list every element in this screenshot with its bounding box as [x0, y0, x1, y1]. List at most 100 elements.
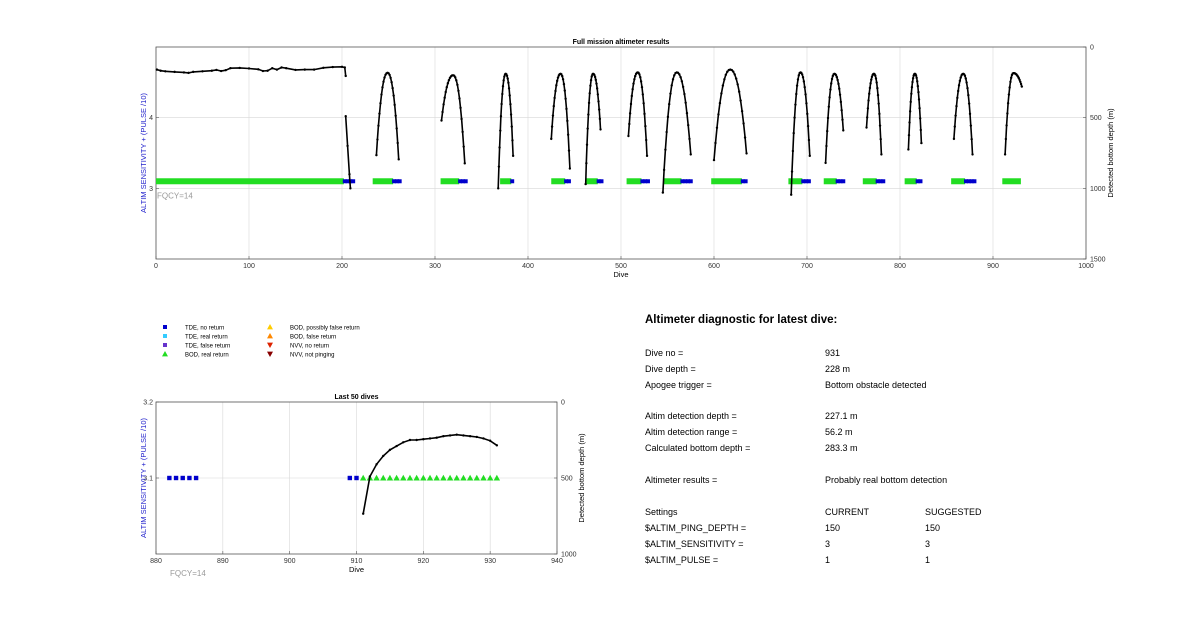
chart1-depth-point-dive [911, 76, 915, 80]
chart1-depth-point-dive [715, 126, 719, 129]
chart1-x-tick-label: 100 [243, 263, 255, 270]
chart1-depth-point-dive [388, 73, 391, 77]
chart1-depth-point-dive [669, 92, 672, 95]
chart1-x-tick-label: 300 [429, 263, 441, 270]
altim-detection-depth-label: Altim detection depth = [645, 411, 737, 421]
chart1-depth-point-dive [381, 86, 384, 89]
chart1-x-tick-label: 900 [987, 263, 999, 270]
chart1-depth-point-dive [689, 153, 692, 156]
chart1-depth-point-dive [918, 107, 921, 110]
chart1-depth-point-dive [673, 74, 676, 77]
chart1-tde-no-return-marker [969, 179, 974, 184]
chart1-depth-line-drop [344, 116, 352, 189]
chart1-depth-point-dive [456, 83, 459, 86]
chart1-depth-point-dive [911, 80, 914, 84]
legend-label: TDE, real return [185, 334, 228, 340]
chart1-tde-no-return-marker [566, 179, 571, 184]
dive-no-value: 931 [825, 348, 841, 358]
chart1-depth-point-dive [596, 93, 600, 96]
calculated-bottom-depth-value: 283.3 m [825, 443, 858, 453]
chart2-depth-point [482, 437, 485, 440]
chart1-depth-point-dive [866, 107, 870, 110]
chart1-depth-point-dive [910, 92, 913, 95]
chart1-depth-point-flat [322, 66, 325, 69]
chart1-depth-point-dive [561, 78, 565, 81]
legend-label: BOD, real return [185, 352, 229, 358]
dive-depth-value: 228 m [825, 364, 851, 374]
chart2-tde-no-return-marker [167, 475, 172, 481]
chart2-x-tick-label: 890 [217, 558, 229, 565]
chart2-bod-real-marker [446, 474, 454, 481]
legend-marker-nvv-not-pinging [267, 351, 273, 357]
chart2-x-tick-label: 900 [284, 558, 296, 565]
chart2-depth-point [455, 433, 458, 436]
chart1-depth-point-dive [511, 154, 515, 158]
chart1-depth-point-dive [461, 130, 464, 134]
chart2-tde-no-return-marker [173, 475, 179, 481]
chart2-depth-point [402, 441, 405, 444]
chart1-depth-point-flat [219, 69, 223, 73]
chart1-depth-point-dive [917, 90, 920, 94]
chart1-depth-point-dive [680, 80, 684, 83]
chart2-right-tick-label: 500 [561, 476, 573, 483]
chart1-depth-point-dive [632, 82, 635, 85]
chart1-depth-point-dive [392, 94, 395, 97]
altimeter-results-value: Probably real bottom detection [825, 475, 948, 485]
chart1-depth-point-dive [730, 68, 733, 72]
chart1-depth-point-dive [919, 117, 922, 120]
chart1-depth-point-dive [454, 76, 457, 79]
altim-detection-depth-value: 227.1 m [825, 411, 858, 421]
chart1-tde-no-return-marker [740, 179, 745, 184]
chart1-depth-point-dive [1006, 112, 1009, 115]
chart1-depth-point-dive [825, 144, 828, 148]
chart1-depth-point-dive [641, 93, 645, 96]
chart1-depth-point-dive [956, 96, 959, 100]
chart1-depth-point-dive [440, 119, 443, 122]
chart2-depth-point [428, 437, 432, 440]
chart1-depth-point-dive [789, 193, 793, 196]
chart1-depth-point-dive [688, 137, 691, 141]
chart1-depth-point-dive [795, 92, 798, 96]
chart1-depth-point-dive [1004, 137, 1008, 141]
chart1-depth-point-flat [182, 71, 186, 74]
chart1-depth-point-dive [505, 74, 509, 77]
chart1-depth-point-dive [874, 74, 877, 77]
chart1-depth-point-flat [187, 71, 190, 75]
chart1-depth-point-dive [801, 76, 805, 79]
chart1-tde-no-return-marker [351, 179, 356, 184]
chart2-bod-real-marker [453, 474, 460, 481]
chart1-depth-point-dive [880, 153, 883, 156]
chart1-depth-point-dive [806, 112, 809, 116]
legend-marker-tde-real-return [163, 334, 167, 338]
chart1-depth-point-dive [742, 122, 745, 125]
chart1-depth-point-dive [447, 78, 451, 82]
chart2-depth-point [468, 435, 472, 438]
chart1-depth-point-dive [836, 78, 839, 82]
chart1-depth-point-dive [457, 89, 460, 93]
chart1-depth-point-dive [721, 84, 725, 87]
chart1-left-tick-label: 4 [149, 115, 153, 122]
chart1-depth-point-dive [717, 113, 720, 116]
chart1-depth-point-dive [714, 141, 717, 145]
chart2-bod-real-marker [420, 474, 427, 481]
chart1-depth-point-dive [597, 100, 600, 103]
chart1-depth-point-dive [1007, 93, 1011, 96]
chart1-tde-no-return-marker [394, 179, 399, 184]
chart1-left-axis-label: ALTIM SENSITIVITY + (PULSE /10) [139, 93, 148, 213]
chart1-tde-no-return-marker [964, 179, 969, 184]
chart1-depth-point-dive [970, 137, 973, 141]
chart1-depth-point-flat [303, 68, 306, 71]
legend-marker-tde-false-return [163, 343, 167, 347]
chart1-tde-no-return-marker [881, 179, 886, 184]
chart1-depth-point-dive [824, 161, 827, 165]
chart1-depth-point-flat [261, 69, 265, 73]
chart1-depth-point-dive [590, 75, 593, 78]
sensitivity-suggested: 3 [925, 539, 931, 549]
chart1-depth-point-dive [441, 110, 444, 114]
chart1-depth-point-dive [796, 78, 800, 81]
chart1-depth-point-dive [723, 78, 726, 81]
chart2-depth-point [361, 512, 365, 515]
chart1-depth-point-flat [266, 69, 269, 72]
chart1-bod-real-segment [551, 178, 566, 185]
chart2-depth-point [422, 438, 425, 441]
